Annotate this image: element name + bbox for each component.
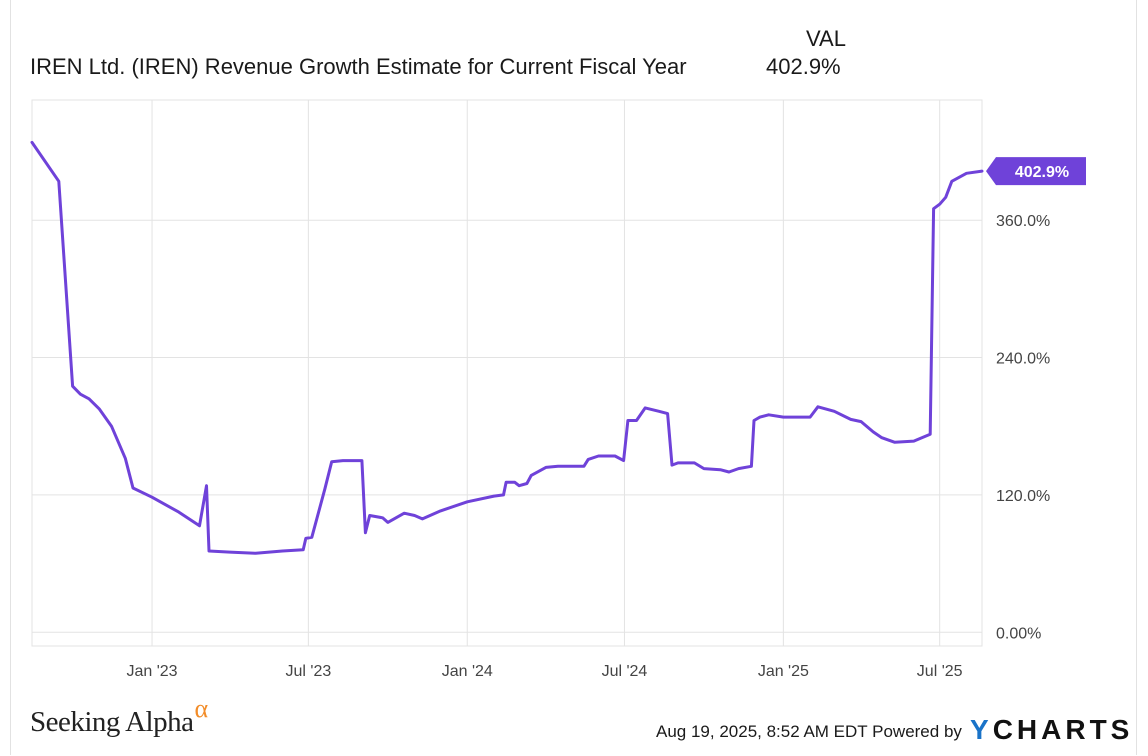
last-value-flag — [986, 157, 1086, 186]
y-tick-label: 240.0% — [996, 351, 1050, 368]
series-line — [30, 140, 984, 555]
ycharts-logo[interactable]: YCHARTS — [970, 714, 1133, 746]
ycharts-logo-text: CHARTS — [992, 714, 1134, 745]
seeking-alpha-logo-text: Seeking Alpha — [30, 706, 194, 738]
footer-timestamp: Aug 19, 2025, 8:52 AM EDT — [656, 722, 868, 741]
legend-series-name[interactable]: IREN Ltd. (IREN) Revenue Growth Estimate… — [30, 54, 687, 79]
y-tick-label: 0.00% — [996, 625, 1041, 642]
plot-area-border — [31, 99, 983, 647]
alpha-logo-mark: α — [194, 694, 208, 723]
legend-column-header: VAL — [806, 26, 846, 51]
chart-frame — [10, 0, 1137, 755]
y-tick-label: 360.0% — [996, 213, 1050, 230]
footer-meta: Aug 19, 2025, 8:52 AM EDT Powered by — [656, 722, 962, 742]
x-tick-label: Jan '25 — [758, 663, 809, 680]
x-tick-label: Jan '23 — [126, 663, 177, 680]
x-tick-label: Jul '23 — [285, 663, 331, 680]
footer-powered-by: Powered by — [872, 722, 962, 741]
ycharts-logo-y: Y — [970, 714, 993, 745]
legend-series-value: 402.9% — [766, 54, 841, 79]
seeking-alpha-logo: Seeking Alphaα — [30, 694, 208, 739]
x-tick-label: Jul '25 — [917, 663, 963, 680]
y-tick-label: 120.0% — [996, 488, 1050, 505]
x-tick-label: Jul '24 — [602, 663, 648, 680]
x-tick-label: Jan '24 — [442, 663, 493, 680]
last-value-label: 402.9% — [1015, 164, 1069, 181]
